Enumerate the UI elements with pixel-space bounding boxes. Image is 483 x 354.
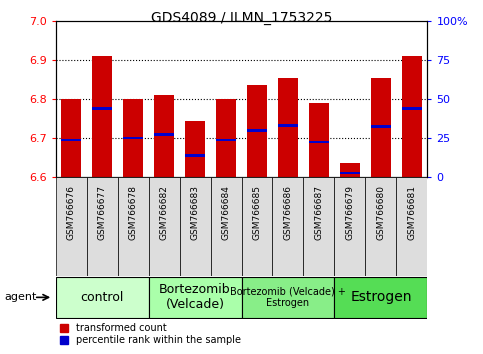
- FancyBboxPatch shape: [303, 177, 334, 276]
- Bar: [402, 108, 422, 110]
- Bar: [340, 172, 360, 175]
- Bar: [309, 103, 329, 177]
- Bar: [154, 133, 174, 136]
- Bar: [123, 99, 143, 177]
- Bar: [154, 95, 174, 177]
- FancyBboxPatch shape: [272, 177, 303, 276]
- Bar: [402, 56, 422, 177]
- FancyBboxPatch shape: [397, 177, 427, 276]
- FancyBboxPatch shape: [149, 277, 242, 318]
- Text: GSM766678: GSM766678: [128, 185, 138, 240]
- Text: GSM766682: GSM766682: [159, 185, 169, 240]
- Text: GSM766687: GSM766687: [314, 185, 324, 240]
- FancyBboxPatch shape: [211, 177, 242, 276]
- Legend: transformed count, percentile rank within the sample: transformed count, percentile rank withi…: [60, 324, 241, 346]
- Text: agent: agent: [5, 292, 37, 302]
- FancyBboxPatch shape: [366, 177, 397, 276]
- Bar: [61, 139, 81, 141]
- Bar: [185, 121, 205, 177]
- Bar: [185, 154, 205, 157]
- FancyBboxPatch shape: [86, 177, 117, 276]
- FancyBboxPatch shape: [242, 177, 272, 276]
- Bar: [61, 99, 81, 177]
- Bar: [247, 86, 267, 177]
- Text: GSM766680: GSM766680: [376, 185, 385, 240]
- FancyBboxPatch shape: [334, 177, 366, 276]
- FancyBboxPatch shape: [334, 277, 427, 318]
- Text: Bortezomib (Velcade) +
Estrogen: Bortezomib (Velcade) + Estrogen: [230, 286, 346, 308]
- Bar: [371, 125, 391, 128]
- Text: Estrogen: Estrogen: [350, 290, 412, 304]
- Bar: [92, 108, 112, 110]
- Bar: [92, 56, 112, 177]
- Bar: [216, 99, 236, 177]
- Text: GSM766676: GSM766676: [67, 185, 75, 240]
- Bar: [247, 129, 267, 132]
- Text: GDS4089 / ILMN_1753225: GDS4089 / ILMN_1753225: [151, 11, 332, 25]
- FancyBboxPatch shape: [149, 177, 180, 276]
- Text: GSM766677: GSM766677: [98, 185, 107, 240]
- Text: GSM766684: GSM766684: [222, 185, 230, 240]
- Text: GSM766679: GSM766679: [345, 185, 355, 240]
- Text: GSM766681: GSM766681: [408, 185, 416, 240]
- Text: GSM766685: GSM766685: [253, 185, 261, 240]
- FancyBboxPatch shape: [56, 277, 149, 318]
- Text: Bortezomib
(Velcade): Bortezomib (Velcade): [159, 283, 231, 312]
- Bar: [278, 78, 298, 177]
- FancyBboxPatch shape: [117, 177, 149, 276]
- FancyBboxPatch shape: [56, 177, 86, 276]
- Bar: [123, 137, 143, 139]
- Bar: [278, 124, 298, 127]
- Bar: [309, 141, 329, 143]
- Bar: [216, 139, 236, 141]
- Text: GSM766686: GSM766686: [284, 185, 293, 240]
- FancyBboxPatch shape: [180, 177, 211, 276]
- Text: GSM766683: GSM766683: [190, 185, 199, 240]
- Bar: [340, 164, 360, 177]
- Bar: [371, 78, 391, 177]
- FancyBboxPatch shape: [242, 277, 334, 318]
- Text: control: control: [80, 291, 124, 304]
